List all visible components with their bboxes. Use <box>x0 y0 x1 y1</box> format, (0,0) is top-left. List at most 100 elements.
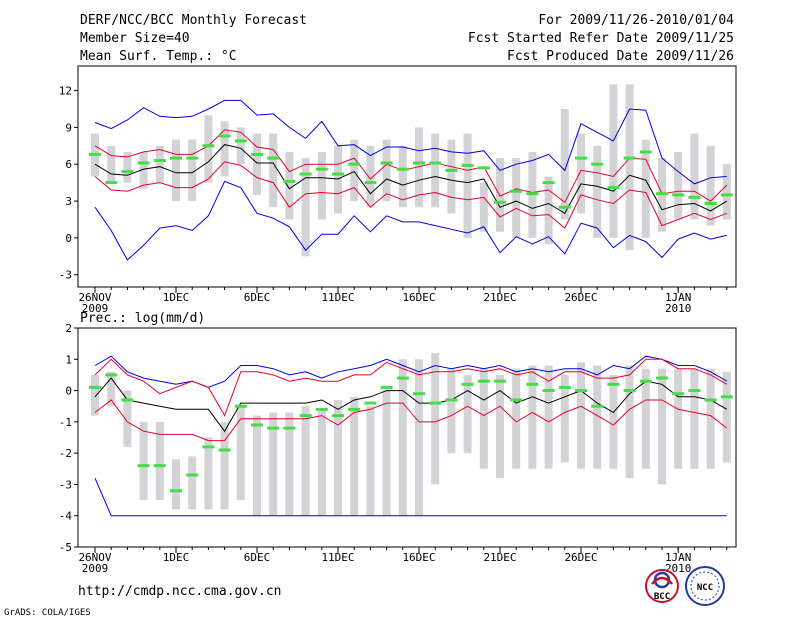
prec-obs-mark <box>461 382 474 386</box>
prec-obs-mark <box>105 373 118 377</box>
header-period: For 2009/11/26-2010/01/04 <box>538 13 734 28</box>
temp-mean-line <box>94 144 728 214</box>
temp-spread-box <box>334 145 342 214</box>
prec-ytick-label: 2 <box>65 322 72 335</box>
prec-xtick-label: 26DEC <box>564 551 597 564</box>
footer-url: http://cmdp.ncc.cma.gov.cn <box>78 584 282 599</box>
prec-spread-box <box>641 368 650 469</box>
temp-obs-mark <box>656 192 668 196</box>
temp-spread-box <box>544 176 553 245</box>
prec-xtick-label: 26NOV <box>78 551 111 564</box>
prec-spread-box <box>220 421 229 510</box>
temp-obs-mark <box>380 161 393 165</box>
prec-obs-mark <box>720 395 733 399</box>
prec-spread-box <box>139 421 148 501</box>
temp-obs-mark <box>186 156 199 160</box>
prec-spread-box <box>528 365 537 469</box>
prec-obs-mark <box>688 389 701 393</box>
prec-obs-mark <box>348 407 361 411</box>
prec-obs-mark <box>234 404 247 408</box>
temp-spread-box <box>285 151 294 220</box>
prec-obs-mark <box>510 398 523 402</box>
temp-xtick-label: 6DEC <box>244 291 271 304</box>
temp-obs-mark <box>542 181 555 185</box>
prec-obs-mark <box>170 489 182 493</box>
prec-spread-box <box>123 390 132 447</box>
prec-obs-mark <box>121 398 134 402</box>
temp-inner-high-line <box>94 129 728 204</box>
prec-spread-box <box>107 371 116 407</box>
header-member-size: Member Size=40 <box>80 31 190 46</box>
prec-obs-mark <box>251 423 263 427</box>
header-title: DERF/NCC/BCC Monthly Forecast <box>80 13 307 28</box>
ncc-logo-text: NCC <box>697 583 713 593</box>
temp-obs-mark <box>332 172 344 176</box>
prec-obs-mark <box>639 379 652 383</box>
temp-ytick-label: 6 <box>65 158 72 171</box>
prec-obs-mark <box>591 404 604 408</box>
prec-obs-mark <box>558 385 571 389</box>
temp-spread-box <box>172 139 180 202</box>
temp-spread-box <box>479 182 488 232</box>
temp-obs-mark <box>688 195 701 199</box>
temp-spread-box <box>447 139 456 214</box>
prec-obs-mark <box>672 392 685 396</box>
temp-spread-box <box>496 158 504 232</box>
prec-obs-mark <box>153 464 166 468</box>
temp-obs-mark <box>202 144 215 148</box>
temp-ytick-label: -3 <box>59 269 72 282</box>
temp-xtick-year: 2010 <box>665 302 692 315</box>
temp-spread-box <box>415 127 423 208</box>
prec-obs-mark <box>396 376 409 380</box>
temp-spread-box <box>350 139 359 202</box>
prec-obs-mark <box>623 389 636 393</box>
prec-spread-box <box>479 368 488 469</box>
temp-obs-mark <box>591 162 604 166</box>
prec-spread-box <box>577 362 585 469</box>
prec-xtick-label: 1DEC <box>163 551 190 564</box>
temp-obs-mark <box>89 152 101 156</box>
temp-obs-mark <box>445 168 458 172</box>
temp-obs-mark <box>170 156 182 160</box>
precip-title: Prec.: log(mm/d) <box>80 311 205 326</box>
prec-xtick-label: 11DEC <box>321 551 354 564</box>
prec-spread-box <box>609 374 618 469</box>
prec-obs-mark <box>299 414 312 418</box>
temp-spread-box <box>431 133 440 208</box>
prec-outer-low-line <box>94 478 727 517</box>
prec-spread-box <box>415 359 423 516</box>
prec-spread-box <box>91 374 99 416</box>
temp-obs-mark <box>704 202 717 206</box>
prec-ytick-label: -2 <box>59 447 72 460</box>
prec-spread-box <box>172 459 180 510</box>
prec-obs-mark <box>429 401 442 405</box>
temp-spread-box <box>123 151 132 183</box>
prec-xtick-label: 16DEC <box>402 551 435 564</box>
prec-spread-box <box>269 412 278 516</box>
prec-spread-box <box>431 353 440 485</box>
temp-obs-mark <box>315 167 328 171</box>
prec-spread-box <box>334 399 342 516</box>
temp-obs-mark <box>348 162 361 166</box>
temp-obs-mark <box>234 139 247 143</box>
prec-spread-box <box>253 415 261 516</box>
temp-obs-mark <box>251 152 263 156</box>
temp-ytick-label: 12 <box>59 85 72 98</box>
temp-obs-mark <box>283 179 296 183</box>
temp-obs-mark <box>607 186 620 190</box>
temp-spread-box <box>706 145 715 226</box>
temp-frame <box>77 65 737 288</box>
temp-ytick-label: 9 <box>65 121 72 134</box>
prec-obs-mark <box>477 379 490 383</box>
prec-spread-box <box>398 359 407 516</box>
prec-ytick-label: -1 <box>59 416 72 429</box>
prec-inner-low-line <box>94 399 728 442</box>
temp-spread-box <box>317 151 326 220</box>
temp-obs-mark <box>121 170 134 174</box>
prec-spread-box <box>366 406 375 516</box>
temp-xtick-label: 16DEC <box>402 291 435 304</box>
temp-obs-mark <box>429 161 442 165</box>
prec-obs-mark <box>267 426 280 430</box>
temp-obs-mark <box>137 161 150 165</box>
temp-spread-box <box>155 145 164 183</box>
